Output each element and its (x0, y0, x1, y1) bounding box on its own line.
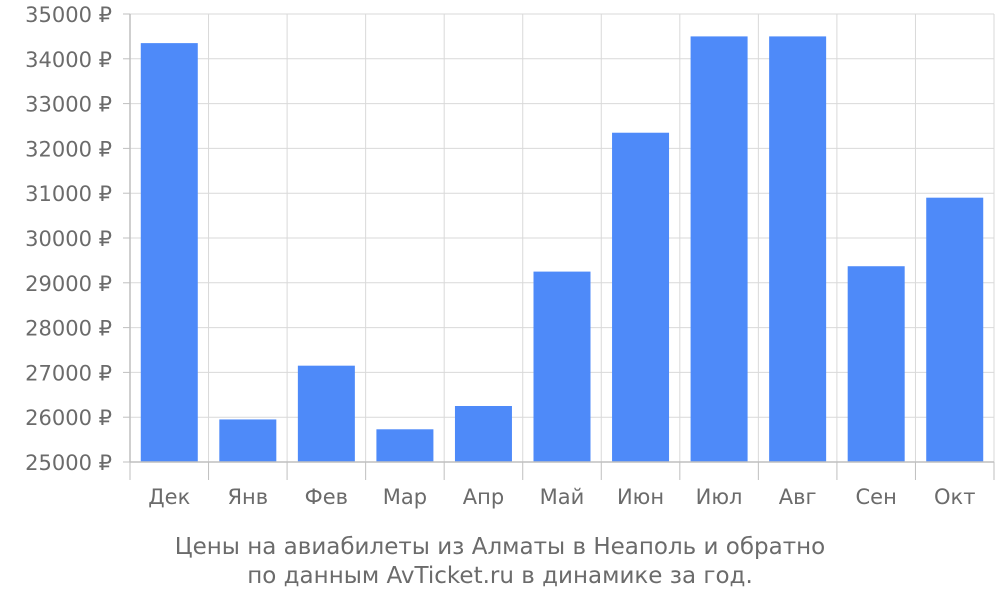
axes (123, 13, 995, 480)
x-tick-label: Май (540, 485, 585, 509)
y-tick-label: 27000 ₽ (25, 361, 112, 385)
y-tick-label: 31000 ₽ (25, 182, 112, 206)
x-tick-label: Янв (227, 485, 268, 509)
bar-Мар (376, 429, 434, 462)
bar-Сен (847, 266, 905, 462)
bars (140, 36, 984, 463)
y-tick-label: 34000 ₽ (25, 48, 112, 72)
y-tick-label: 28000 ₽ (25, 317, 112, 341)
chart-caption-line-1: Цены на авиабилеты из Алматы в Неаполь и… (174, 534, 826, 560)
bar-Авг (769, 36, 827, 463)
bar-Янв (219, 419, 277, 462)
x-tick-label: Фев (305, 485, 348, 509)
x-tick-label: Июн (617, 485, 664, 509)
x-tick-label: Мар (383, 485, 427, 509)
bar-Фев (297, 365, 355, 462)
x-tick-label: Окт (934, 485, 975, 509)
y-tick-label: 25000 ₽ (25, 451, 112, 475)
y-tick-label: 26000 ₽ (25, 406, 112, 430)
x-tick-label: Авг (779, 485, 817, 509)
y-tick-label: 33000 ₽ (25, 93, 112, 117)
bar-Дек (140, 43, 198, 463)
x-tick-label: Апр (463, 485, 504, 509)
y-tick-label: 35000 ₽ (25, 3, 112, 27)
chart-caption-line-2: по данным AvTicket.ru в динамике за год. (247, 563, 753, 589)
bar-Июн (612, 132, 670, 462)
y-tick-label: 30000 ₽ (25, 227, 112, 251)
bar-Окт (926, 197, 984, 462)
bar-Май (533, 271, 591, 462)
x-tick-labels: Дек Янв Фев Мар Апр Май Июн Июл Авг Сен Окт (148, 485, 975, 509)
y-tick-labels: 25000 ₽ 26000 ₽ 27000 ₽ 28000 ₽ 29000 ₽ 30000… (25, 3, 112, 475)
y-tick-label: 29000 ₽ (25, 272, 112, 296)
x-tick-label: Сен (856, 485, 897, 509)
x-tick-label: Дек (148, 485, 190, 509)
bar-Июл (690, 36, 748, 463)
bar-Апр (454, 406, 512, 462)
y-tick-label: 32000 ₽ (25, 137, 112, 161)
x-tick-label: Июл (696, 485, 743, 509)
